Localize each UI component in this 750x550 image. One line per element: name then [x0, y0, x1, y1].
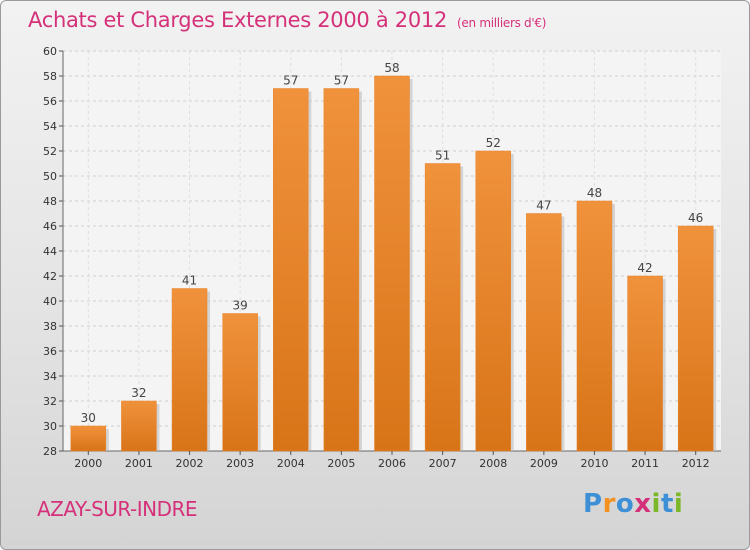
bar-value-label: 39 [233, 299, 248, 313]
y-tick-label: 44 [43, 245, 57, 258]
logo-letter: i [673, 489, 684, 519]
y-tick-label: 28 [43, 445, 57, 458]
bar [171, 288, 208, 452]
y-tick-label: 42 [43, 270, 57, 283]
bar [424, 163, 461, 452]
bar-value-label: 52 [486, 136, 501, 150]
bar [273, 88, 309, 452]
location-label: AZAY-SUR-INDRE [37, 497, 198, 521]
x-tick-label: 2008 [479, 457, 507, 470]
bar-value-label: 57 [283, 74, 298, 88]
x-tick-label: 2007 [429, 457, 457, 470]
y-tick-label: 36 [43, 345, 57, 358]
logo-letter: i [651, 489, 661, 519]
x-tick-label: 2006 [378, 457, 406, 470]
logo-letter: o [615, 489, 635, 519]
bar [677, 225, 714, 452]
bar-value-label: 48 [587, 186, 602, 200]
bar-value-label: 41 [182, 274, 197, 288]
y-tick-label: 52 [43, 145, 57, 158]
y-tick-label: 58 [43, 70, 57, 83]
x-tick-label: 2011 [631, 457, 659, 470]
y-tick-label: 48 [43, 195, 57, 208]
y-tick-label: 56 [43, 95, 57, 108]
y-tick-label: 60 [43, 45, 57, 58]
bar [526, 213, 562, 452]
bar [374, 75, 410, 452]
y-tick-label: 32 [43, 395, 57, 408]
bar-value-label: 57 [334, 74, 349, 88]
x-tick-label: 2000 [74, 457, 102, 470]
bar [323, 88, 360, 452]
x-tick-label: 2004 [277, 457, 305, 470]
x-tick-label: 2002 [176, 457, 204, 470]
proxiti-logo: Proxiti [583, 489, 683, 519]
y-tick-label: 46 [43, 220, 57, 233]
logo-letter: P [583, 489, 603, 519]
chart-title: Achats et Charges Externes 2000 à 2012 (e… [28, 8, 547, 32]
logo-letter: t [660, 489, 674, 519]
x-tick-label: 2012 [682, 457, 710, 470]
bar-value-label: 46 [688, 211, 703, 225]
y-tick-label: 40 [43, 295, 57, 308]
bar-value-label: 47 [536, 199, 551, 213]
bar-value-label: 30 [81, 411, 96, 425]
bar [121, 400, 157, 452]
logo-letter: x [634, 489, 652, 519]
x-tick-label: 2005 [327, 457, 355, 470]
bar-value-label: 58 [384, 61, 399, 75]
x-tick-label: 2010 [580, 457, 608, 470]
x-tick-label: 2001 [125, 457, 153, 470]
bar [627, 275, 663, 452]
bar [475, 150, 511, 452]
x-tick-label: 2003 [226, 457, 254, 470]
bar [576, 200, 613, 452]
y-tick-label: 50 [43, 170, 57, 183]
x-tick-label: 2009 [530, 457, 558, 470]
bar-value-label: 32 [131, 386, 146, 400]
bar [70, 425, 107, 452]
bar-value-label: 42 [637, 261, 652, 275]
y-tick-label: 30 [43, 420, 57, 433]
logo-letter: r [602, 489, 616, 519]
chart-unit: (en milliers d'€) [457, 16, 547, 30]
y-tick-label: 34 [43, 370, 57, 383]
bar [222, 313, 258, 452]
bar-value-label: 51 [435, 149, 450, 163]
y-tick-label: 38 [43, 320, 57, 333]
y-tick-label: 54 [43, 120, 57, 133]
